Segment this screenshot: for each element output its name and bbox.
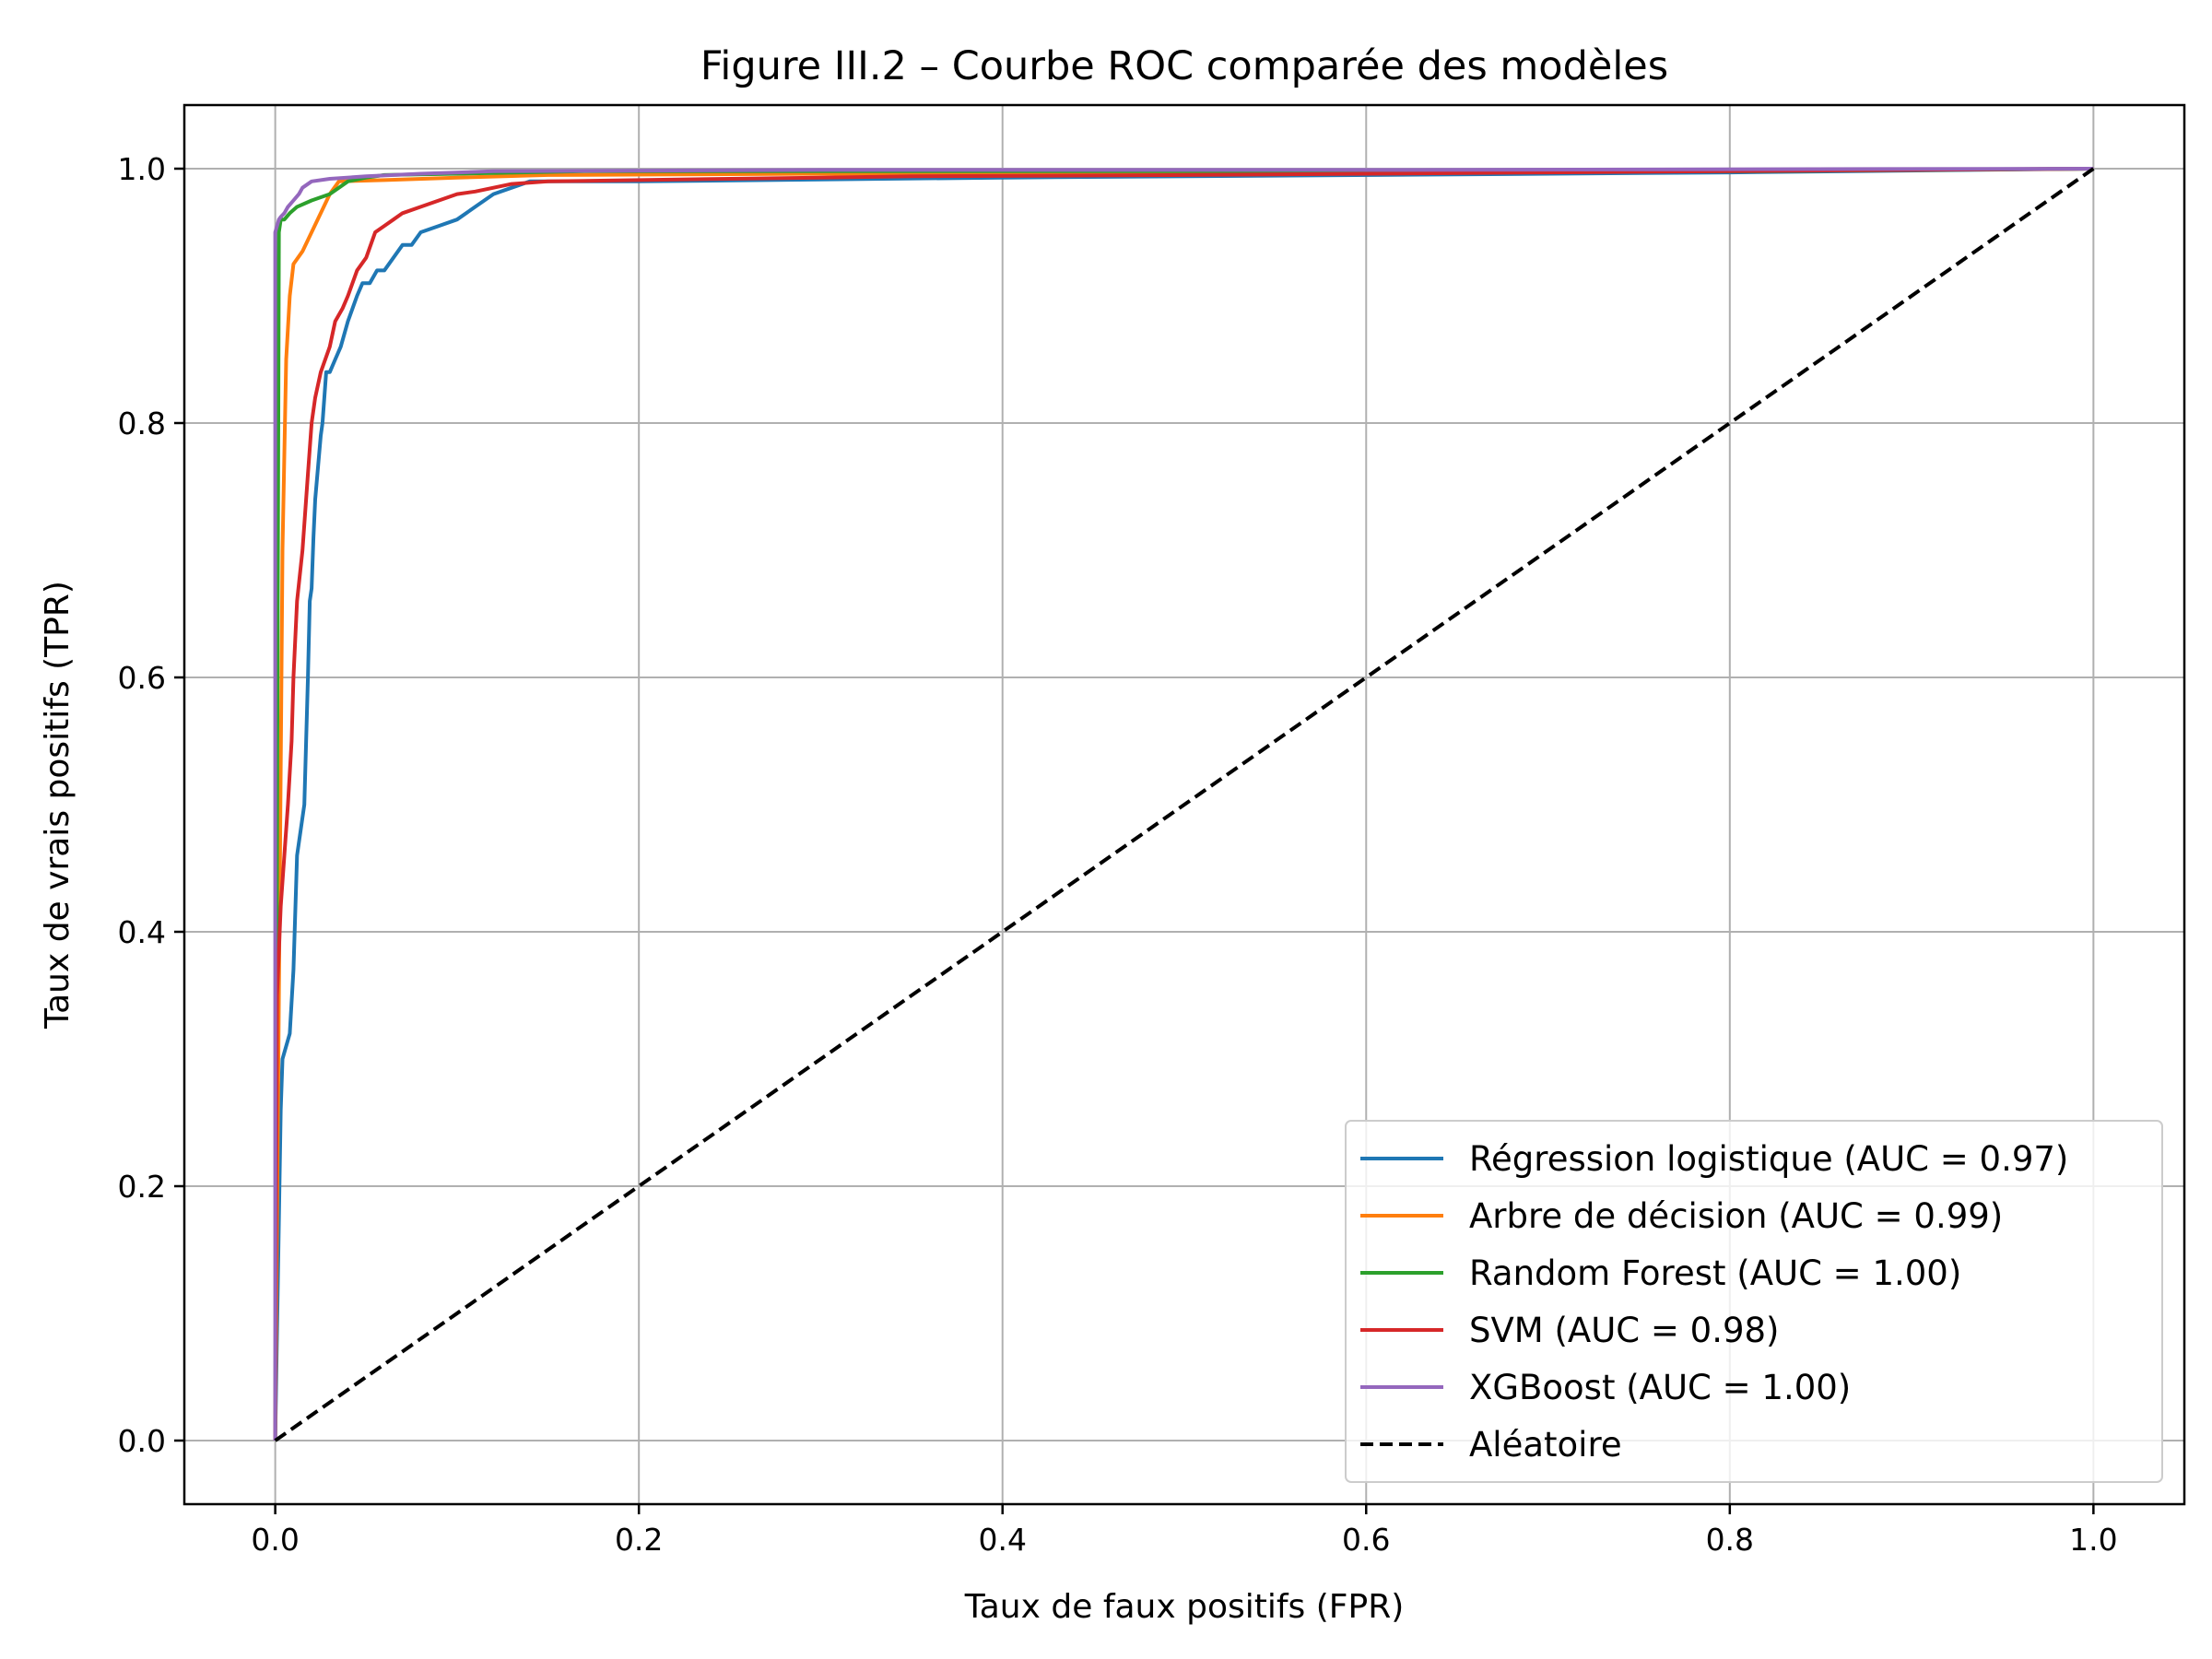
- y-tick-label: 0.0: [118, 1423, 166, 1459]
- legend-box: [1345, 1120, 2163, 1483]
- x-tick-label: 0.4: [978, 1522, 1026, 1558]
- legend-label-5: XGBoost (AUC = 1.00): [1469, 1368, 1851, 1407]
- series-line-1: [273, 167, 2094, 1441]
- x-tick-label: 0.0: [251, 1522, 299, 1558]
- grid-layer: [184, 105, 2184, 1504]
- y-tick-label: 0.4: [118, 914, 166, 950]
- y-tick-label: 0.6: [118, 660, 166, 696]
- series-line-4: [273, 167, 2094, 1441]
- y-tick-label: 0.8: [118, 406, 166, 441]
- series-layer: [273, 167, 2095, 1442]
- x-axis-label: Taux de faux positifs (FPR): [964, 1588, 1405, 1626]
- legend-label-2: Arbre de décision (AUC = 0.99): [1469, 1196, 2003, 1236]
- series-line-5: [273, 167, 2094, 1441]
- legend-label-6: Aléatoire: [1469, 1425, 1622, 1465]
- legend: Régression logistique (AUC = 0.97) Arbre …: [1345, 1120, 2163, 1483]
- x-tick-label: 0.8: [1706, 1522, 1754, 1558]
- chart-title: Figure III.2 – Courbe ROC comparée des m…: [700, 43, 1668, 89]
- x-tick-label: 1.0: [2069, 1522, 2117, 1558]
- x-tick-label: 0.6: [1342, 1522, 1390, 1558]
- series-line-2: [273, 167, 2094, 1441]
- legend-label-4: SVM (AUC = 0.98): [1469, 1311, 1780, 1350]
- plot-frame: [182, 103, 2186, 1506]
- tick-layer: 0.0 0.2 0.4 0.6 0.8 1.0 0.0 0.2 0.4 0.6 0.8 1.0: [118, 151, 2118, 1558]
- legend-label-1: Régression logistique (AUC = 0.97): [1469, 1139, 2068, 1179]
- y-axis-label: Taux de vrais positifs (TPR): [39, 581, 76, 1030]
- legend-label-3: Random Forest (AUC = 1.00): [1469, 1253, 1961, 1293]
- series-line-6: [274, 167, 2095, 1442]
- x-tick-label: 0.2: [615, 1522, 663, 1558]
- y-tick-label: 1.0: [118, 151, 166, 187]
- y-tick-label: 0.2: [118, 1169, 166, 1205]
